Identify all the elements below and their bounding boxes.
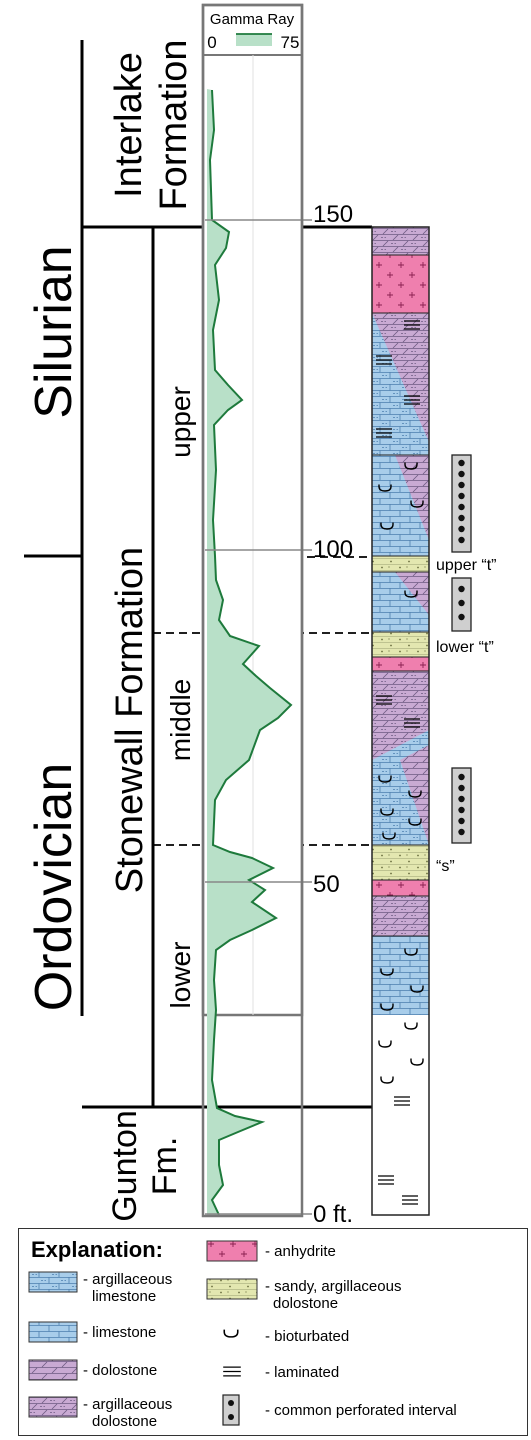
legend-label-argillaceous-limestone-1: - argillaceous [83,1271,172,1288]
depth-label-100: 100 [313,536,353,563]
perforated-interval-2 [451,577,472,632]
member-middle: middle [165,679,196,761]
legend-label-limestone: - limestone [83,1324,156,1341]
member-upper: upper [165,386,196,458]
legend-laminated-icon [223,1366,241,1377]
formation-stonewall: Stonewall Formation [109,547,151,893]
legend-label-argillaceous-dolostone-1: - argillaceous [83,1396,172,1413]
legend-box: Explanation: - argillaceous limestone - … [18,1228,528,1436]
formation-interlake-line2: Formation [153,39,195,210]
depth-label-0: 0 ft. [313,1201,353,1228]
legend-label-perforated: - common perforated interval [265,1402,457,1419]
gamma-curve-fill [207,89,291,1215]
marker-upper-t: upper “t” [436,557,496,574]
formation-gunton-line2: Fm. [146,1137,184,1196]
legend-perforation-icon [222,1394,240,1426]
formation-gunton-line1: Gunton [106,1110,144,1222]
depth-label-50: 50 [313,871,340,898]
legend-swatch-argillaceous-limestone [28,1271,78,1293]
legend-swatch-anhydrite [206,1240,258,1262]
legend-label-anhydrite: - anhydrite [265,1243,336,1260]
gamma-scale-max: 75 [281,33,300,52]
legend-swatch-argillaceous-dolostone [28,1396,78,1418]
legend-title: Explanation: [31,1237,163,1262]
legend-label-sandy-dolostone-2: dolostone [273,1295,338,1312]
legend-label-bioturbated: - bioturbated [265,1328,349,1345]
legend-label-laminated: - laminated [265,1364,339,1381]
perforated-interval-3 [451,767,472,844]
formation-interlake-line1: Interlake [108,52,150,198]
gamma-ray-title: Gamma Ray [210,11,295,28]
gamma-scale-swatch [236,34,272,46]
period-ordovician: Ordovician [25,763,83,1012]
legend-label-dolostone: - dolostone [83,1362,157,1379]
member-lower: lower [165,942,196,1009]
legend-label-argillaceous-dolostone-2: dolostone [92,1413,157,1430]
lithology-column [372,227,429,1015]
marker-s: “s” [436,858,455,875]
period-silurian: Silurian [25,245,83,418]
legend-label-sandy-dolostone-1: - sandy, argillaceous [265,1278,401,1295]
legend-swatch-sandy-dolostone [206,1278,258,1300]
gamma-ray-log: Gamma Ray 0 75 [201,3,312,1216]
legend-swatch-limestone [28,1321,78,1343]
legend-label-argillaceous-limestone-2: limestone [92,1288,156,1305]
gamma-curve-line [208,89,293,1216]
legend-content: Explanation: - argillaceous limestone - … [28,1237,457,1430]
gamma-log-frame [201,3,304,1218]
gamma-scale-min: 0 [207,33,216,52]
legend-swatch-dolostone [28,1359,78,1381]
legend-bioturbated-icon [223,1329,239,1338]
perforated-interval-1 [451,454,472,553]
depth-label-150: 150 [313,201,353,228]
marker-lower-t: lower “t” [436,639,494,656]
